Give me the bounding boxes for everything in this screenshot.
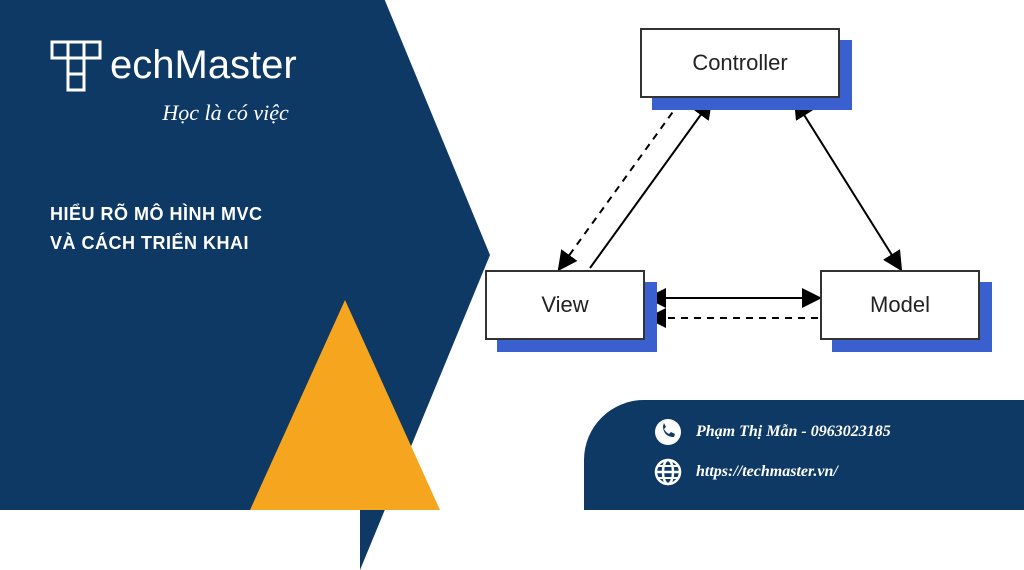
mvc-diagram: Controller View Model	[480, 10, 1010, 410]
node-controller: Controller	[640, 28, 840, 98]
contact-name-phone: Phạm Thị Mẫn - 0963023185	[696, 423, 891, 441]
contact-url-row: https://techmaster.vn/	[654, 458, 994, 486]
logo-block: echMaster Học là có việc	[50, 40, 297, 126]
edge-view-controller	[590, 102, 710, 268]
contact-url: https://techmaster.vn/	[696, 463, 838, 481]
node-model: Model	[820, 270, 980, 340]
footer-block: Phạm Thị Mẫn - 0963023185 https://techma…	[584, 400, 1024, 510]
node-view: View	[485, 270, 645, 340]
logo-tagline: Học là có việc	[50, 100, 297, 126]
logo-text: echMaster	[110, 40, 297, 90]
edge-controller-model	[796, 102, 900, 268]
subtitle-line-2: và cách triển khai	[50, 229, 263, 258]
subtitle: Hiểu rõ mô hình MVC và cách triển khai	[50, 200, 263, 258]
accent-triangle	[250, 300, 440, 510]
logo-grid-icon	[50, 40, 106, 96]
phone-icon	[654, 418, 682, 446]
subtitle-line-1: Hiểu rõ mô hình MVC	[50, 200, 263, 229]
globe-icon	[654, 458, 682, 486]
edge-controller-view	[560, 102, 680, 268]
contact-phone-row: Phạm Thị Mẫn - 0963023185	[654, 418, 994, 446]
